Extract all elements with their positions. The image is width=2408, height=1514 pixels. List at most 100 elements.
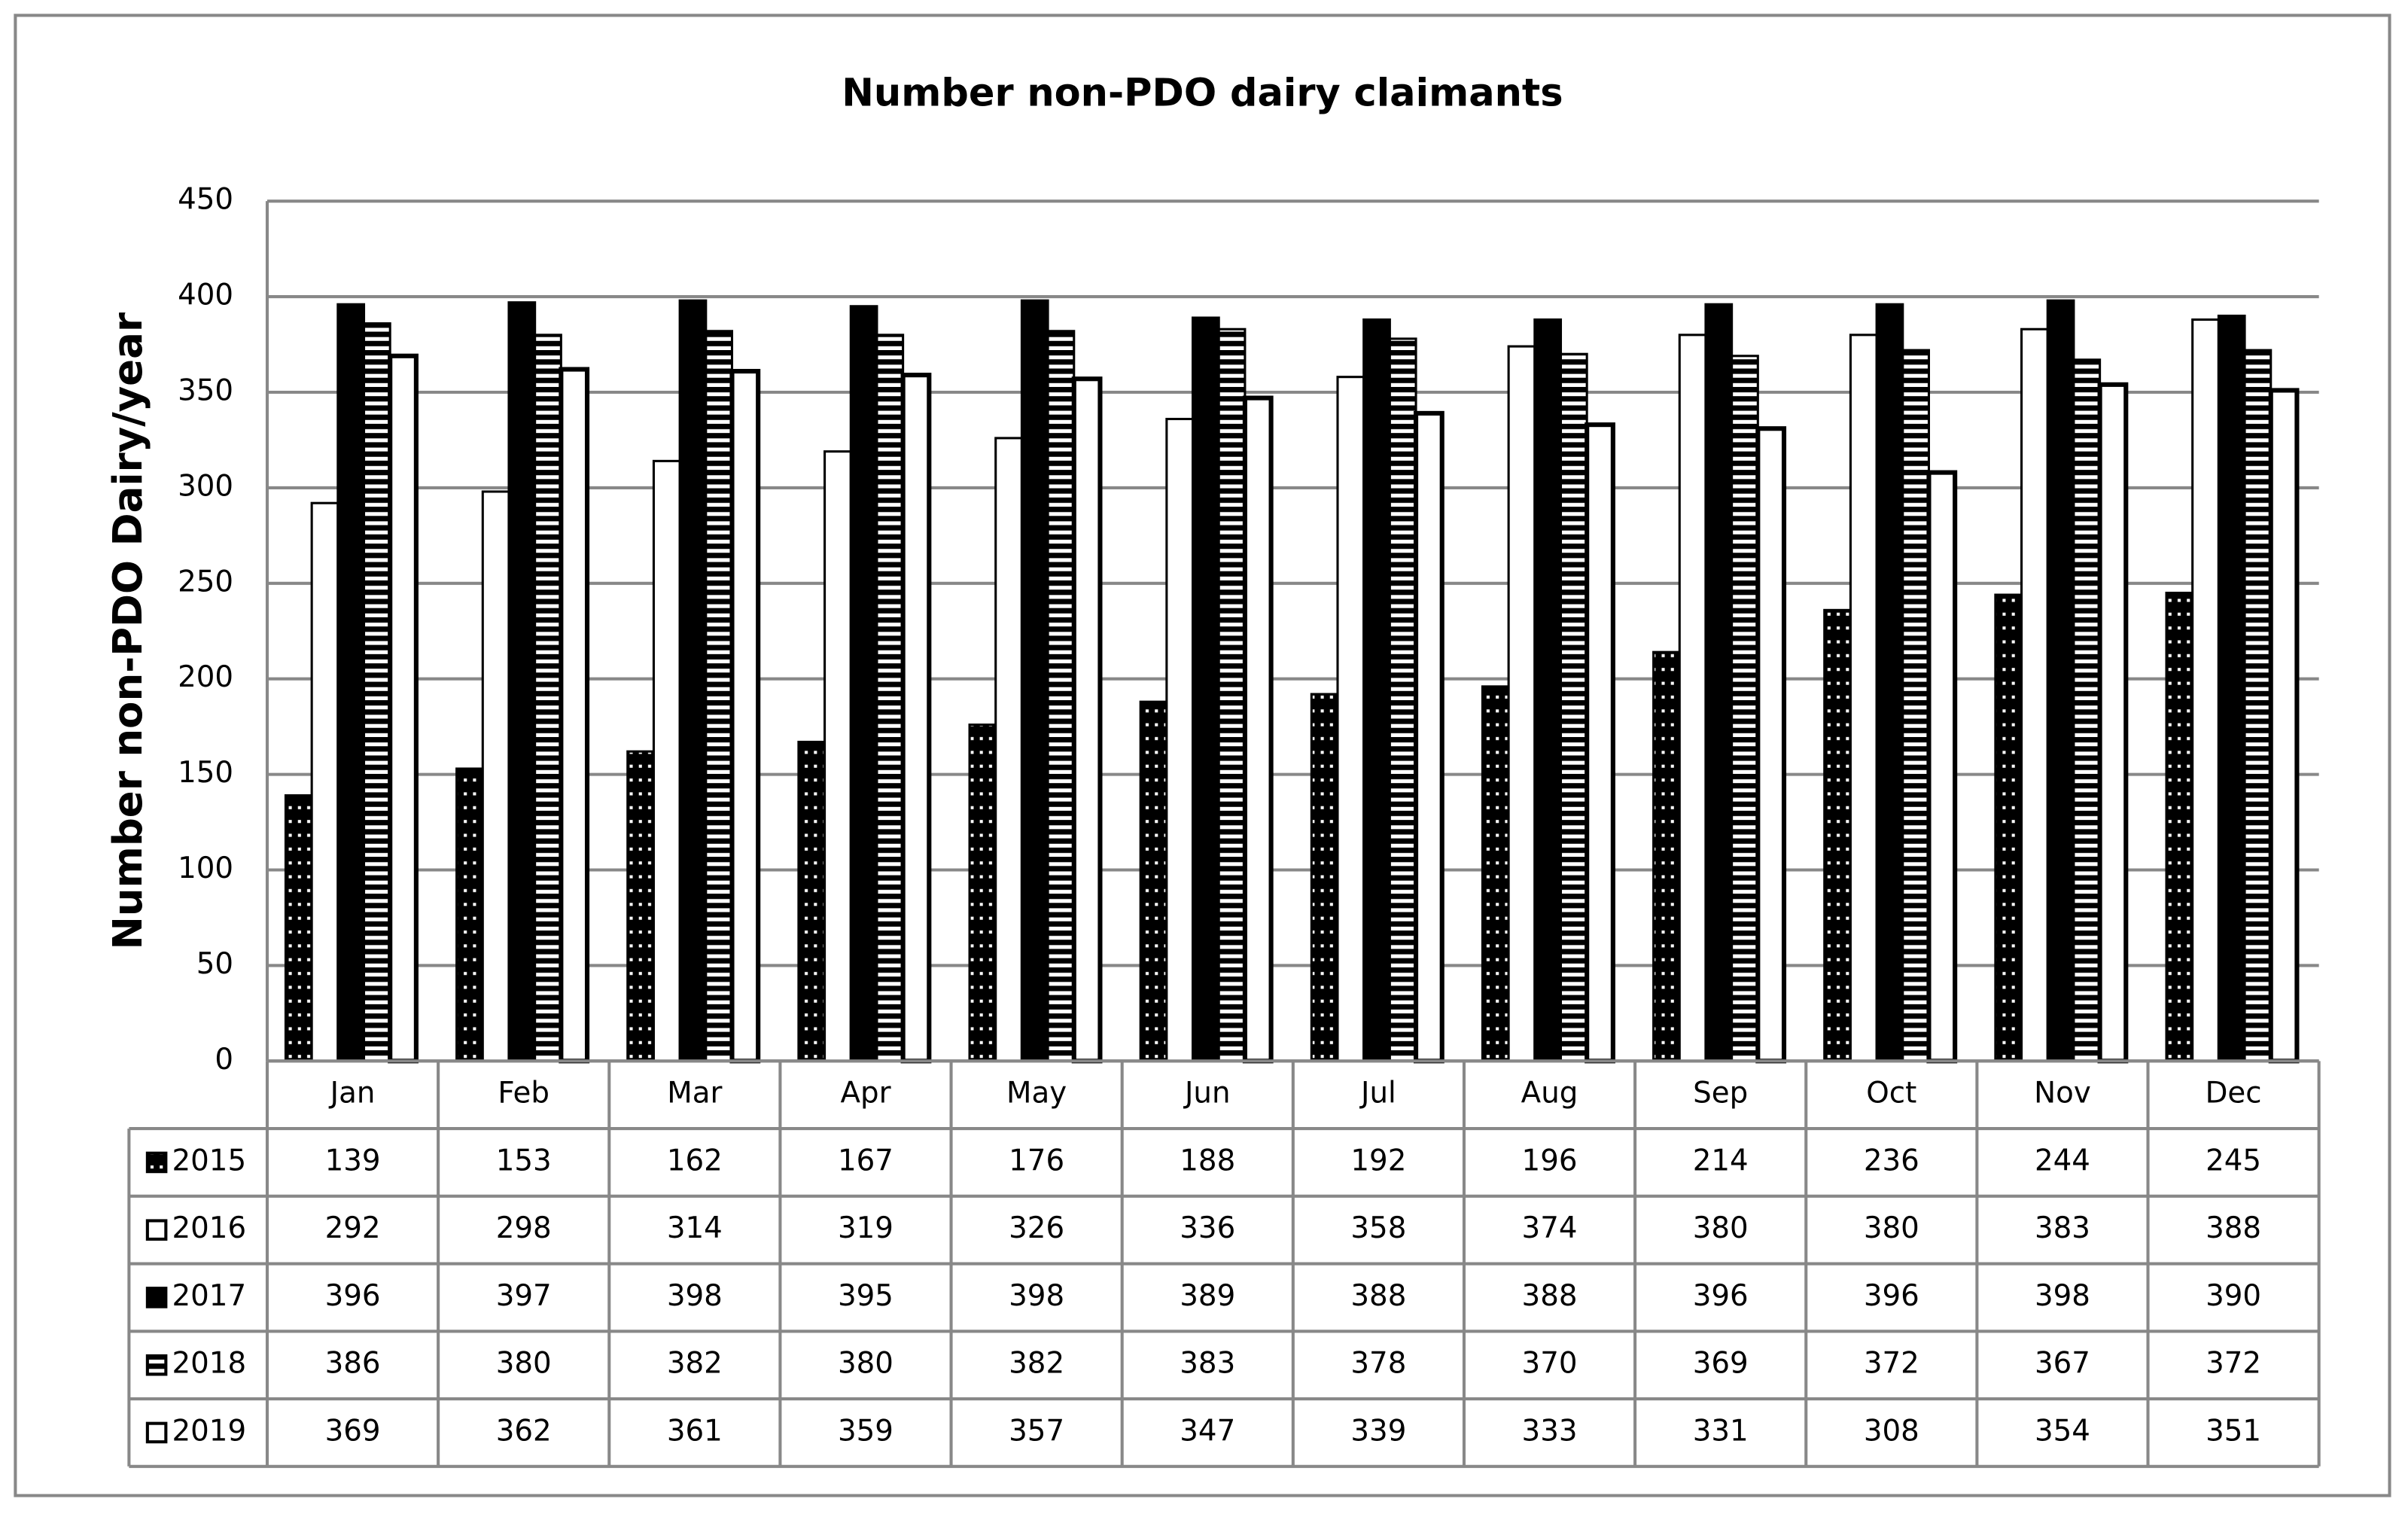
bar	[2072, 358, 2102, 1062]
table-cell: 398	[1009, 1279, 1064, 1313]
bar	[1139, 700, 1168, 1062]
table-cell: 347	[1180, 1414, 1235, 1448]
legend-label: 2016	[172, 1211, 247, 1245]
bar	[336, 303, 366, 1062]
table-cell: 331	[1693, 1414, 1749, 1448]
bar	[1481, 685, 1510, 1062]
bar	[388, 353, 419, 1064]
legend-label: 2017	[172, 1279, 247, 1313]
table-cell: 380	[1864, 1211, 1919, 1245]
table-cell: 326	[1009, 1211, 1064, 1245]
bar	[1507, 345, 1536, 1062]
y-tick-label: 350	[178, 373, 233, 407]
x-tick-label: Oct	[1866, 1077, 1916, 1110]
legend-swatch	[145, 1219, 168, 1241]
bar	[1585, 422, 1615, 1064]
bar	[1559, 352, 1588, 1062]
table-cell: 395	[838, 1279, 893, 1313]
table-cell: 380	[838, 1347, 893, 1381]
bar	[1413, 410, 1444, 1064]
table-cell: 192	[1350, 1144, 1406, 1177]
y-tick-label: 50	[196, 947, 233, 981]
table-cell: 314	[667, 1211, 723, 1245]
table-cell: 386	[325, 1347, 381, 1381]
bar	[1388, 337, 1417, 1062]
table-cell: 245	[2206, 1144, 2261, 1177]
bar	[284, 794, 313, 1062]
frame	[14, 14, 2391, 1497]
table-cell: 396	[1693, 1279, 1749, 1313]
bar	[1020, 299, 1049, 1062]
bar	[2165, 591, 2194, 1062]
table-cell: 396	[1864, 1279, 1919, 1313]
bar	[1192, 316, 1220, 1062]
table-cell: 333	[1522, 1414, 1578, 1448]
table-cell: 162	[667, 1144, 723, 1177]
y-tick-label: 450	[178, 183, 233, 217]
table-cell: 196	[1522, 1144, 1578, 1177]
bar	[1533, 318, 1563, 1062]
bar	[626, 750, 655, 1062]
table-cell: 367	[2035, 1347, 2090, 1381]
bar	[705, 330, 734, 1062]
bar	[2020, 327, 2049, 1062]
legend-label: 2015	[172, 1144, 247, 1177]
table-cell: 153	[496, 1144, 552, 1177]
table-cell: 382	[667, 1347, 723, 1381]
table-cell: 380	[496, 1347, 552, 1381]
bar	[1875, 303, 1904, 1062]
x-tick-label: Jan	[329, 1077, 376, 1110]
bar	[2243, 349, 2273, 1062]
bar	[1310, 693, 1339, 1062]
table-cell: 308	[1864, 1414, 1919, 1448]
table-cell: 390	[2206, 1279, 2261, 1313]
bar	[797, 740, 827, 1062]
bar	[1336, 376, 1365, 1062]
table-cell: 372	[1864, 1347, 1919, 1381]
bar	[1046, 330, 1076, 1062]
bar	[1731, 355, 1759, 1062]
table-cell: 359	[838, 1414, 893, 1448]
table-cell: 370	[1522, 1347, 1578, 1381]
bar	[559, 367, 590, 1064]
bar	[2217, 314, 2246, 1062]
table-cell: 292	[325, 1211, 381, 1245]
bar	[2268, 388, 2300, 1064]
bar	[823, 450, 852, 1062]
bar	[362, 322, 391, 1062]
bar	[1823, 608, 1852, 1062]
table-cell: 236	[1864, 1144, 1919, 1177]
bar	[1165, 417, 1195, 1062]
y-axis-label: Number non-PDO Dairy/year	[105, 312, 151, 949]
bar	[455, 767, 484, 1062]
table-cell: 354	[2035, 1414, 2090, 1448]
bar	[849, 305, 878, 1062]
table-cell: 362	[496, 1414, 552, 1448]
bar	[900, 373, 932, 1064]
table-cell: 351	[2206, 1414, 2261, 1448]
bar	[729, 369, 761, 1064]
x-tick-label: May	[1006, 1077, 1067, 1110]
table-cell: 298	[496, 1211, 552, 1245]
x-tick-label: Dec	[2206, 1077, 2262, 1110]
bar	[507, 301, 537, 1062]
table-cell: 397	[496, 1279, 552, 1313]
bar	[1652, 650, 1681, 1062]
bar	[652, 459, 681, 1062]
table-cell: 398	[667, 1279, 723, 1313]
bar	[1678, 334, 1707, 1062]
table-cell: 369	[1693, 1347, 1749, 1381]
legend-swatch	[145, 1287, 168, 1308]
table-cell: 398	[2035, 1279, 2090, 1313]
bar	[1849, 334, 1878, 1062]
y-tick-label: 0	[215, 1043, 233, 1077]
legend-label: 2019	[172, 1414, 247, 1448]
table-cell: 358	[1350, 1211, 1406, 1245]
bar	[1926, 470, 1958, 1064]
table-cell: 139	[325, 1144, 381, 1177]
table-cell: 389	[1180, 1279, 1235, 1313]
x-tick-label: Apr	[840, 1077, 890, 1110]
bar	[678, 299, 708, 1062]
